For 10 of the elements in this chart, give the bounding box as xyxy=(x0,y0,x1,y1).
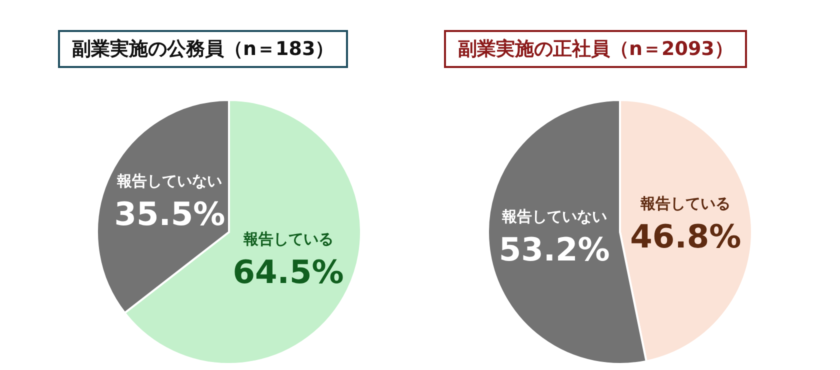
slice-label: 報告していない xyxy=(116,172,222,190)
chart-title: 副業実施の正社員（n＝2093） xyxy=(444,30,748,68)
slice-label: 報告している xyxy=(242,230,334,248)
chart-title: 副業実施の公務員（n＝183） xyxy=(58,30,348,68)
data-label: 64.5% xyxy=(232,253,344,292)
data-label: 35.5% xyxy=(114,194,226,233)
data-label: 46.8% xyxy=(630,217,742,256)
slice-label: 報告していない xyxy=(500,208,607,226)
data-label: 53.2% xyxy=(498,230,610,269)
slice-label: 報告している xyxy=(640,194,731,212)
